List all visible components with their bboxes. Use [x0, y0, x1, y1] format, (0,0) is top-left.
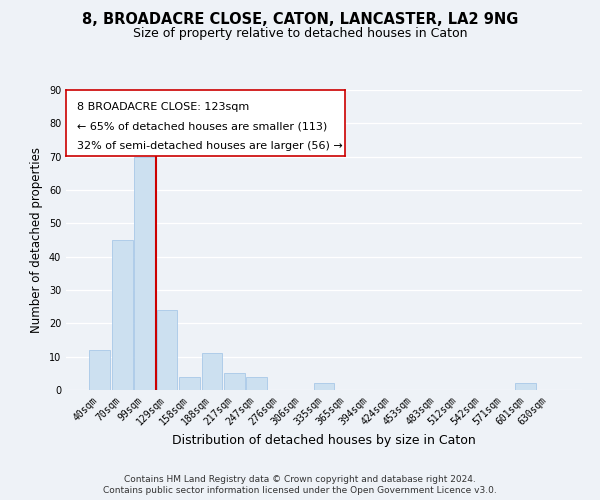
Bar [247, 376, 267, 390]
Text: Contains HM Land Registry data © Crown copyright and database right 2024.: Contains HM Land Registry data © Crown c… [124, 475, 476, 484]
Bar [157, 310, 178, 390]
Text: 8, BROADACRE CLOSE, CATON, LANCASTER, LA2 9NG: 8, BROADACRE CLOSE, CATON, LANCASTER, LA… [82, 12, 518, 28]
X-axis label: Distribution of detached houses by size in Caton: Distribution of detached houses by size … [172, 434, 476, 447]
Text: Size of property relative to detached houses in Caton: Size of property relative to detached ho… [133, 28, 467, 40]
Bar [515, 384, 536, 390]
Bar [112, 240, 133, 390]
Bar [179, 376, 200, 390]
Text: Contains public sector information licensed under the Open Government Licence v3: Contains public sector information licen… [103, 486, 497, 495]
Y-axis label: Number of detached properties: Number of detached properties [30, 147, 43, 333]
Bar [134, 156, 155, 390]
Bar [89, 350, 110, 390]
Bar [202, 354, 222, 390]
Bar [314, 384, 334, 390]
Bar [224, 374, 245, 390]
